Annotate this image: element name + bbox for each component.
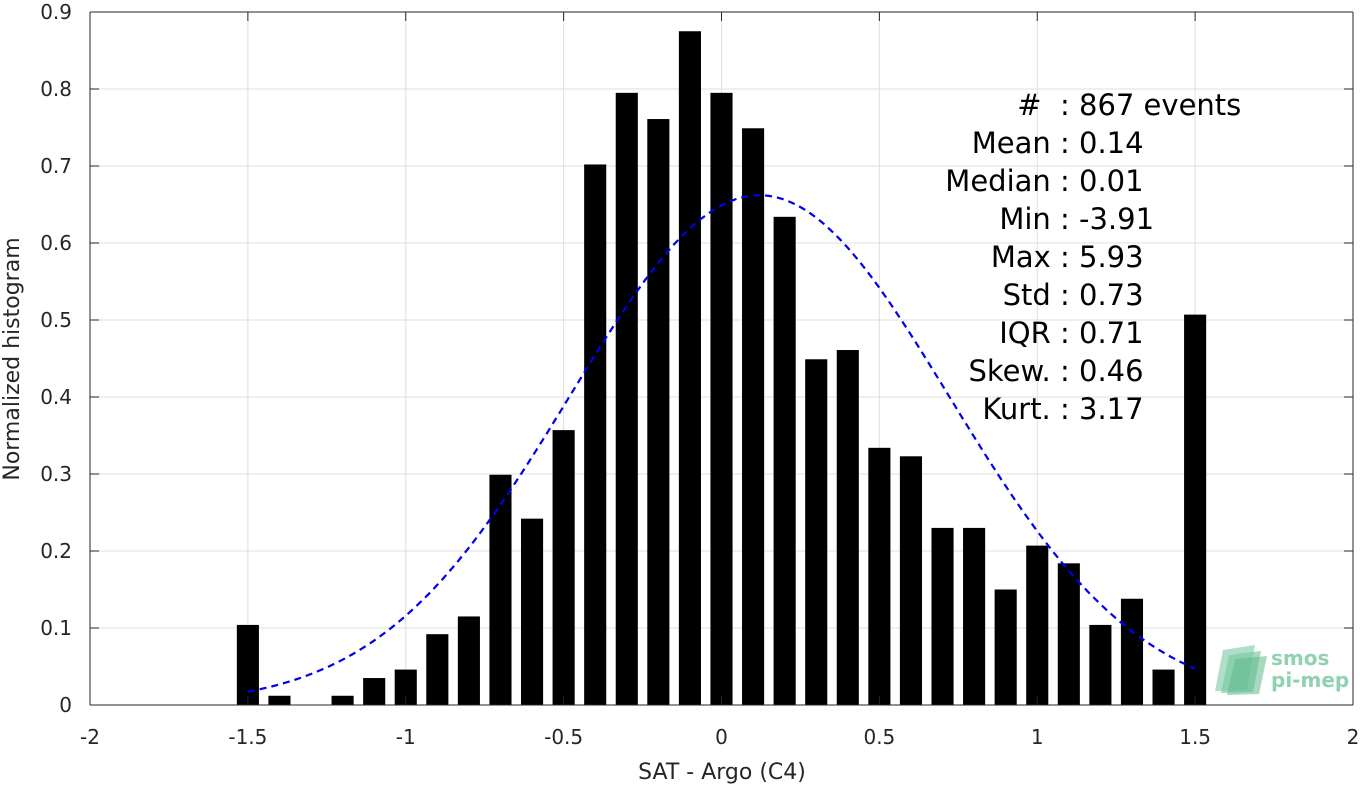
stat-label: Std xyxy=(1003,278,1060,312)
histogram-bar xyxy=(710,92,733,706)
stat-label: # xyxy=(1017,88,1060,122)
histogram-bar xyxy=(236,624,259,705)
x-tick-label: -1 xyxy=(396,725,416,749)
logo-mark-icon xyxy=(1215,645,1267,695)
stat-value: : -3.91 xyxy=(1060,202,1154,236)
stat-label: Median xyxy=(945,164,1060,198)
histogram-bar xyxy=(363,678,386,705)
x-ticks: -2 -1.5 -1 -0.5 0 0.5 1 1.5 2 xyxy=(80,12,1359,749)
histogram-bar xyxy=(836,350,859,705)
stat-value: : 0.01 xyxy=(1060,164,1144,198)
y-tick-label: 0.4 xyxy=(40,385,72,409)
y-tick-label: 0.2 xyxy=(40,539,72,563)
x-tick-label: -2 xyxy=(80,725,100,749)
histogram-bar xyxy=(1089,624,1112,705)
y-tick-label: 0.9 xyxy=(40,0,72,24)
histogram-bar xyxy=(1026,545,1049,705)
histogram-bar xyxy=(1057,563,1080,705)
histogram-bar xyxy=(899,456,923,705)
stat-value: : 0.46 xyxy=(1060,354,1144,388)
x-tick-label: 1 xyxy=(1031,725,1044,749)
y-axis-label: Normalized histogram xyxy=(0,237,25,480)
histogram-bar xyxy=(394,669,417,705)
y-tick-label: 0.5 xyxy=(40,308,72,332)
y-tick-label: 0.7 xyxy=(40,154,72,178)
histogram-bar xyxy=(552,430,575,705)
histogram-bar xyxy=(678,31,701,705)
bars xyxy=(236,31,1207,706)
y-tick-label: 0.3 xyxy=(40,462,72,486)
x-tick-label: -1.5 xyxy=(228,725,267,749)
x-tick-label: 0.5 xyxy=(863,725,895,749)
x-tick-label: -0.5 xyxy=(544,725,583,749)
histogram-bar xyxy=(615,92,638,706)
stat-value: : 867 events xyxy=(1060,88,1241,122)
x-tick-label: 2 xyxy=(1347,725,1360,749)
y-tick-label: 0 xyxy=(59,693,72,717)
stat-value: : 0.14 xyxy=(1060,126,1144,160)
x-tick-label: 1.5 xyxy=(1179,725,1211,749)
histogram-bar xyxy=(584,164,607,705)
histogram-bar xyxy=(1120,598,1144,705)
histogram-bar xyxy=(805,359,828,705)
histogram-bar xyxy=(742,128,765,705)
stat-value: : 5.93 xyxy=(1060,240,1144,274)
logo-line-smos: smos xyxy=(1271,646,1329,670)
histogram-bar xyxy=(489,474,512,705)
histogram-bar xyxy=(963,527,986,705)
histogram-bar xyxy=(773,216,796,705)
stat-label: IQR xyxy=(999,316,1060,350)
stat-value: : 0.71 xyxy=(1060,316,1144,350)
stat-label: Mean xyxy=(972,126,1060,160)
y-tick-label: 0.8 xyxy=(40,77,72,101)
stat-label: Max xyxy=(991,240,1060,274)
fit-curve xyxy=(247,194,1196,693)
smos-pimep-logo: smos pi-mep xyxy=(1215,645,1349,695)
histogram-bar xyxy=(520,518,544,705)
histogram-bar xyxy=(457,616,480,705)
logo-line-pimep: pi-mep xyxy=(1271,668,1349,692)
stat-label: Kurt. xyxy=(982,392,1060,426)
histogram-bar xyxy=(331,695,354,705)
y-tick-label: 0.6 xyxy=(40,231,72,255)
stat-value: : 3.17 xyxy=(1060,392,1144,426)
histogram-bar xyxy=(1184,314,1207,705)
stat-label: Min xyxy=(999,202,1060,236)
histogram-bar xyxy=(647,119,670,705)
x-tick-label: 0 xyxy=(715,725,728,749)
histogram-bar xyxy=(1152,669,1175,705)
histogram-bar xyxy=(994,589,1017,705)
x-axis-label: SAT - Argo (C4) xyxy=(638,760,806,785)
histogram-bar xyxy=(268,695,291,705)
histogram-bar xyxy=(931,527,954,705)
histogram-bar xyxy=(868,447,891,705)
histogram-bar xyxy=(426,634,449,705)
y-tick-label: 0.1 xyxy=(40,616,72,640)
y-ticks: 0 0.1 0.2 0.3 0.4 0.5 0.6 0.7 0.8 0.9 xyxy=(40,0,1353,717)
stat-label: Skew. xyxy=(968,354,1060,388)
stat-value: : 0.73 xyxy=(1060,278,1144,312)
